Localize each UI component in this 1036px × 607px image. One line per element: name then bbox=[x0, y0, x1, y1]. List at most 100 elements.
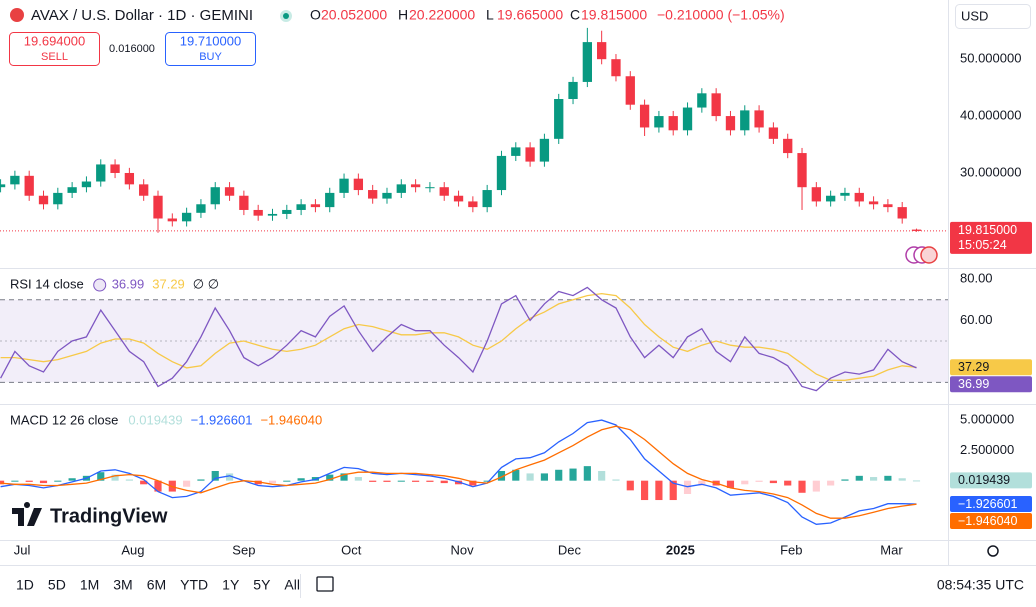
histogram-bar bbox=[340, 473, 348, 481]
event-icons bbox=[905, 246, 938, 264]
histogram-bar bbox=[469, 480, 477, 486]
candle-body bbox=[568, 81, 578, 100]
ohlc-key: L bbox=[486, 7, 494, 23]
toolbar: 08:54:35 UTC 1D 5D 1M 3M 6M YTD 1Y 5Y All bbox=[16, 574, 1024, 598]
candle-body bbox=[883, 204, 893, 208]
candle-body bbox=[725, 116, 736, 131]
price-scale-label-box bbox=[950, 495, 1032, 512]
histogram-bar bbox=[512, 469, 520, 481]
candle-body bbox=[425, 187, 435, 189]
x-tick-label: Oct bbox=[341, 542, 362, 557]
symbol-icon bbox=[10, 8, 24, 22]
histogram-bar bbox=[583, 466, 591, 481]
candle-body bbox=[267, 213, 278, 216]
histogram-bar bbox=[354, 477, 362, 481]
candle-body bbox=[740, 110, 750, 131]
clock[interactable]: 08:54:35 UTC bbox=[937, 577, 1024, 593]
x-tick-label: Nov bbox=[451, 542, 475, 557]
currency-select[interactable] bbox=[955, 4, 1031, 29]
candle-body bbox=[625, 76, 635, 105]
histogram-bar bbox=[68, 478, 76, 481]
price-scale-label-box bbox=[950, 376, 1032, 393]
histogram-bar bbox=[898, 478, 906, 481]
range-button[interactable]: 3M bbox=[113, 577, 132, 593]
candle-body bbox=[282, 209, 292, 214]
range-button[interactable]: 1D bbox=[16, 577, 34, 593]
candle-body bbox=[210, 187, 220, 205]
histogram-bar bbox=[383, 480, 391, 482]
range-button[interactable]: 1Y bbox=[222, 577, 240, 593]
candle-body bbox=[196, 204, 206, 213]
price-scale-label: −1.926601 bbox=[958, 497, 1017, 511]
watermark: TradingView bbox=[12, 502, 168, 527]
y-tick-label: 30.000000 bbox=[960, 164, 1021, 179]
histogram-bar bbox=[870, 477, 878, 481]
candle-body bbox=[0, 184, 6, 188]
candle-body bbox=[611, 59, 621, 77]
candle-body bbox=[239, 195, 249, 210]
candle-body bbox=[181, 212, 192, 222]
candle-body bbox=[911, 229, 922, 231]
candle-body bbox=[783, 138, 793, 154]
x-tick-label: Aug bbox=[121, 542, 144, 557]
buy-price: 19.710000 bbox=[180, 33, 241, 48]
legend-value: 0.019439 bbox=[128, 412, 182, 427]
ohlc-key: H bbox=[398, 7, 408, 23]
range-button[interactable]: YTD bbox=[180, 577, 208, 593]
settings-icon[interactable] bbox=[987, 545, 999, 557]
legend-icon[interactable] bbox=[93, 278, 107, 292]
ohlc-key: C bbox=[570, 7, 580, 23]
candle-body bbox=[368, 190, 378, 199]
candle-body bbox=[24, 175, 34, 196]
date-range-icon[interactable] bbox=[316, 576, 334, 592]
buy-label: BUY bbox=[199, 51, 222, 63]
histogram-bar bbox=[698, 480, 706, 486]
candle-body bbox=[382, 192, 392, 199]
bar-countdown: 15:05:24 bbox=[958, 238, 1007, 252]
histogram-bar bbox=[440, 480, 448, 484]
range-button[interactable]: 5D bbox=[48, 577, 66, 593]
y-tick-label: 60.00 bbox=[960, 312, 993, 327]
candle-body bbox=[124, 172, 135, 185]
candle-body bbox=[668, 116, 678, 131]
sell-button[interactable] bbox=[9, 32, 100, 66]
histogram-bar bbox=[97, 472, 105, 481]
legend-value: −1.946040 bbox=[260, 412, 322, 427]
watermark-text: TradingView bbox=[50, 505, 168, 527]
symbol-title[interactable]: AVAX / U.S. Dollar · 1D · GEMINI bbox=[31, 7, 253, 24]
histogram-bar bbox=[540, 473, 548, 481]
histogram-bar bbox=[769, 480, 777, 484]
histogram-bar bbox=[283, 480, 291, 482]
price-scale-label: 0.019439 bbox=[958, 473, 1010, 487]
range-button[interactable]: All bbox=[284, 577, 300, 593]
x-tick-label: Sep bbox=[232, 542, 255, 557]
histogram-bar bbox=[11, 480, 19, 482]
range-button[interactable]: 6M bbox=[147, 577, 166, 593]
histogram-bar bbox=[741, 480, 749, 485]
histogram-bar bbox=[397, 480, 405, 482]
x-tick-label: Jul bbox=[14, 542, 31, 557]
ohlc-value: 19.815000 bbox=[581, 7, 647, 23]
candle-body bbox=[768, 127, 779, 139]
y-tick-label: 80.00 bbox=[960, 271, 993, 286]
candle-body bbox=[325, 192, 335, 208]
spread: 0.016000 bbox=[109, 43, 155, 55]
histogram-bar bbox=[0, 480, 5, 485]
histogram-bar bbox=[755, 480, 763, 482]
macd-line bbox=[0, 419, 917, 525]
event-icon[interactable] bbox=[920, 246, 938, 264]
candle-body bbox=[597, 42, 607, 60]
y-tick-label: 50.000000 bbox=[960, 51, 1021, 66]
y-tick-label: 5.000000 bbox=[960, 412, 1014, 427]
range-button[interactable]: 5Y bbox=[253, 577, 271, 593]
range-button[interactable]: 1M bbox=[80, 577, 99, 593]
candle-body bbox=[339, 178, 349, 193]
histogram-bar bbox=[483, 480, 491, 482]
histogram-bar bbox=[669, 480, 677, 501]
histogram-bar bbox=[140, 480, 148, 485]
candle-body bbox=[539, 138, 550, 162]
buy-button[interactable] bbox=[165, 32, 256, 66]
candle-body bbox=[811, 187, 821, 202]
